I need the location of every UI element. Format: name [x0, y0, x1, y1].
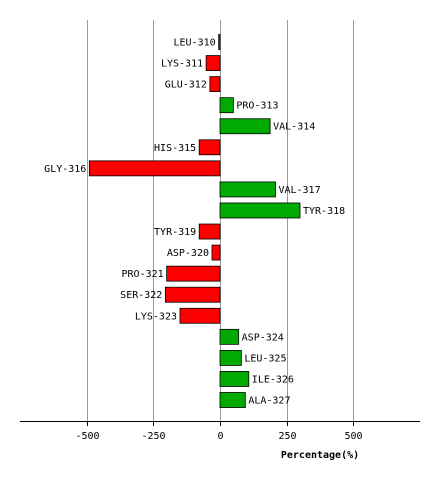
bars	[88, 34, 301, 408]
x-tick-label: -250	[141, 431, 165, 442]
bar-lys-323	[179, 307, 221, 324]
bar-label: ALA-327	[248, 396, 290, 407]
bar-glu-312	[209, 76, 221, 93]
bar-asp-320	[211, 244, 221, 261]
bar-label: LYS-323	[135, 311, 177, 322]
bar-label: PRO-321	[122, 269, 164, 280]
bar-tyr-319	[198, 223, 221, 240]
bar-label: ILE-326	[252, 374, 294, 385]
grid	[87, 20, 354, 421]
x-ticks: -500 -250 0 250 500	[75, 421, 363, 442]
bar-gly-316	[88, 160, 221, 177]
bar-label: LYS-311	[161, 59, 203, 70]
bar-label: VAL-314	[273, 122, 315, 133]
bar-leu-310	[218, 34, 221, 50]
x-tick-label: -500	[75, 431, 99, 442]
bar-label: LEU-325	[244, 353, 286, 364]
bar-labels: LEU-310 LYS-311 GLU-312 PRO-313 VAL-314 HIS-3…	[44, 38, 345, 407]
bar-val-317	[219, 181, 276, 198]
x-tick-label: 250	[278, 431, 296, 442]
bar-leu-325	[219, 349, 242, 366]
bar-his-315	[198, 139, 221, 156]
bar-label: GLU-312	[165, 80, 207, 91]
bar-label: GLY-316	[44, 164, 86, 175]
bar-ala-327	[219, 392, 246, 408]
bar-ile-326	[219, 371, 250, 387]
bar-label: SER-322	[120, 290, 162, 301]
bar-label: VAL-317	[278, 185, 320, 196]
bar-ser-322	[164, 286, 221, 303]
bar-asp-324	[219, 328, 240, 345]
bar-pro-321	[166, 265, 221, 282]
x-axis-label: Percentage(%)	[281, 450, 359, 461]
x-tick-label: 0	[217, 431, 223, 442]
bar-label: ASP-320	[167, 248, 209, 259]
bar-label: ASP-324	[242, 332, 284, 343]
bar-label: HIS-315	[154, 143, 196, 154]
bar-label: TYR-318	[303, 206, 345, 217]
x-tick-label: 500	[344, 431, 362, 442]
bar-lys-311	[205, 55, 221, 71]
bar-label: TYR-319	[154, 227, 196, 238]
bar-label: PRO-313	[236, 101, 278, 112]
bar-tyr-318	[219, 202, 301, 219]
bar-label: LEU-310	[174, 38, 216, 49]
bar-val-314	[219, 118, 271, 135]
bar-pro-313	[219, 97, 234, 114]
